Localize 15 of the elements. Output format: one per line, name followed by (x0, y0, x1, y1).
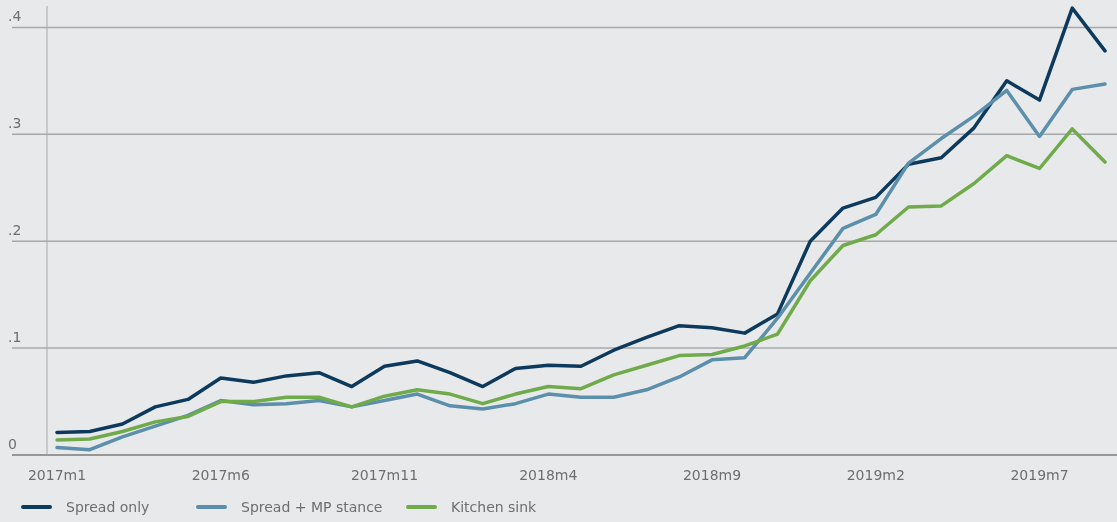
x-tick-label: 2018m4 (519, 467, 578, 483)
x-tick-label: 2018m9 (682, 467, 742, 483)
y-tick-label: .2 (8, 222, 22, 239)
y-tick-label: .4 (8, 8, 22, 25)
x-tick-label: 2017m1 (27, 467, 87, 483)
x-tick-label: 2019m7 (1010, 467, 1069, 483)
y-tick-label: .3 (8, 115, 22, 132)
x-tick-label: 2017m6 (191, 467, 250, 483)
legend-label: Spread + MP stance (241, 499, 383, 515)
y-tick-label: 0 (8, 436, 17, 452)
x-tick-label: 2019m2 (846, 467, 905, 483)
legend-label: Kitchen sink (451, 499, 538, 515)
legend-label: Spread only (66, 499, 150, 515)
y-tick-label: .1 (8, 329, 22, 346)
x-tick-label: 2017m11 (350, 467, 419, 483)
